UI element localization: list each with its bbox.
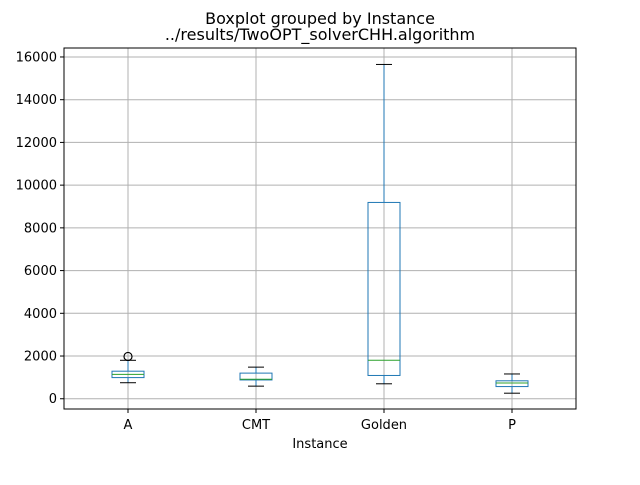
box-iqr: [367, 201, 401, 376]
outlier-point: [123, 351, 133, 362]
box-group-p: [495, 373, 529, 394]
x-tick-label: Golden: [361, 418, 407, 433]
grid-layer: [64, 48, 576, 409]
y-tick-label: 6000: [24, 264, 57, 279]
y-tick-label: 0: [49, 392, 57, 407]
box-group-golden: [367, 63, 401, 385]
x-tick-label: A: [124, 418, 133, 433]
x-axis-label: Instance: [292, 437, 347, 452]
y-tick-label: 8000: [24, 221, 57, 236]
y-tick-label: 14000: [16, 93, 57, 108]
box-group-a: [111, 351, 145, 384]
y-tick-label: 2000: [24, 350, 57, 365]
plot-frame: [63, 47, 577, 410]
box-iqr: [239, 372, 273, 381]
y-tick-label: 12000: [16, 136, 57, 151]
box-group-cmt: [239, 366, 273, 387]
box-iqr: [495, 380, 529, 388]
chart-title: Boxplot grouped by Instance: [205, 9, 435, 28]
axes-layer: 0 2000 4000 6000 8000 10000 12000 14000 16000 A CM…: [16, 47, 577, 433]
y-tick-label: 10000: [16, 179, 57, 194]
y-tick-label: 4000: [24, 307, 57, 322]
x-tick-label: CMT: [242, 418, 270, 433]
box-layer: [111, 63, 529, 394]
y-tick-label: 16000: [16, 50, 57, 65]
chart-subtitle: ../results/TwoOPT_solverCHH.algorithm: [165, 25, 475, 45]
x-tick-label: P: [508, 418, 516, 433]
